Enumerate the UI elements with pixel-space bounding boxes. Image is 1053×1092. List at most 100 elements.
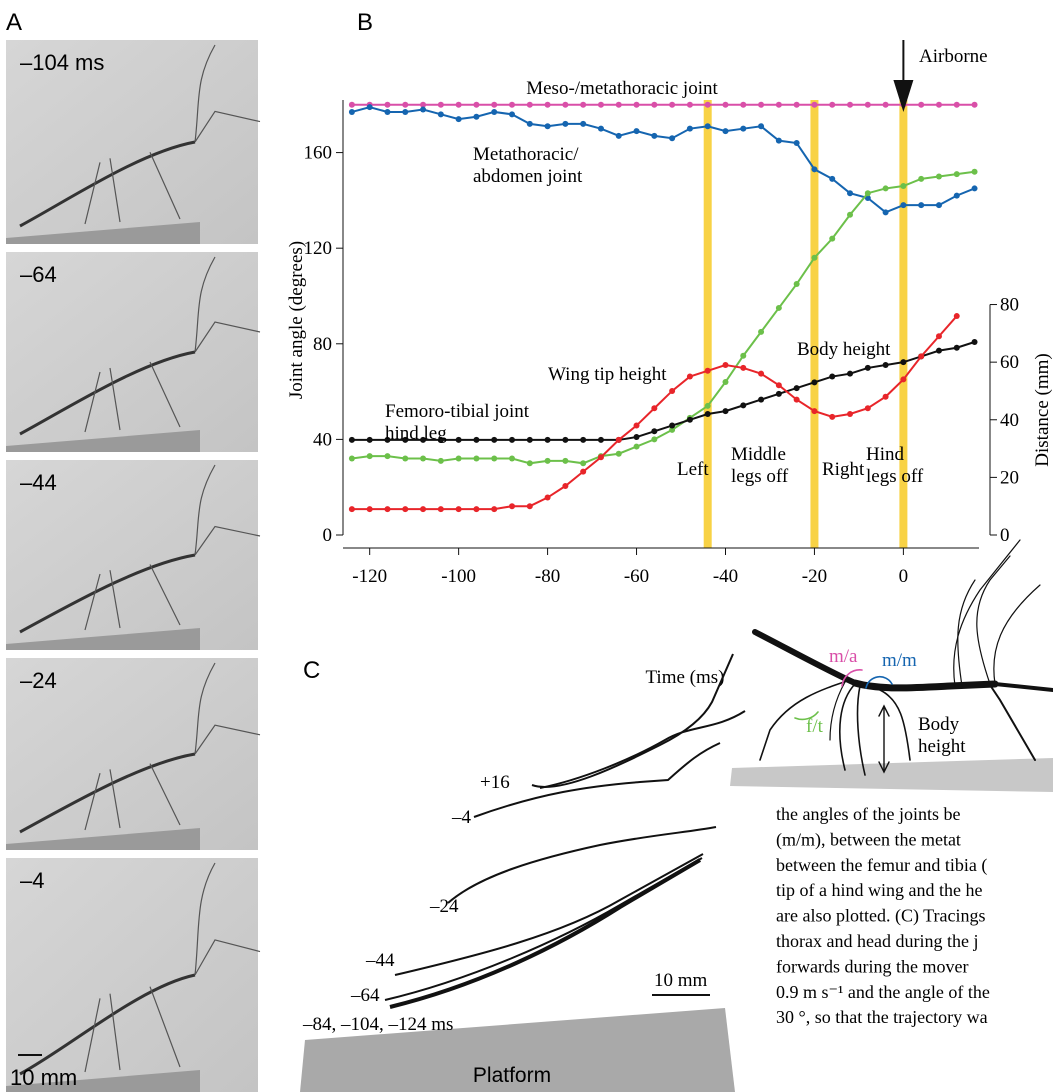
angle-label: m/m <box>882 650 917 671</box>
height-label: Bodyheight <box>918 714 966 757</box>
point <box>758 371 764 377</box>
caption-line: the angles of the joints be <box>776 804 960 824</box>
point <box>918 102 924 108</box>
panel-letter: B <box>357 9 373 36</box>
point <box>420 506 426 512</box>
point <box>847 190 853 196</box>
point <box>687 374 693 380</box>
point <box>598 437 604 443</box>
point <box>883 394 889 400</box>
point <box>900 359 906 365</box>
point <box>776 138 782 144</box>
point <box>438 506 444 512</box>
point <box>491 102 497 108</box>
point <box>705 403 711 409</box>
x-tick-label: -100 <box>441 566 476 587</box>
point <box>580 121 586 127</box>
tracing-panel: +16 –4 –24 –44 –64 –84, –104, –124 ms 10… <box>300 654 745 1092</box>
point <box>456 506 462 512</box>
x-tick-label: -80 <box>535 566 560 587</box>
point <box>918 353 924 359</box>
caption-line: 30 °, so that the trajectory wa <box>776 1007 988 1027</box>
point <box>384 453 390 459</box>
point <box>349 109 355 115</box>
point <box>972 339 978 345</box>
point <box>580 460 586 466</box>
point <box>811 408 817 414</box>
event-bar <box>704 100 712 548</box>
panel-letter: C <box>303 657 320 684</box>
point <box>811 102 817 108</box>
point <box>367 453 373 459</box>
point <box>847 371 853 377</box>
scale-label: 10 mm <box>654 970 708 991</box>
caption-line: forwards during the mover <box>776 956 968 976</box>
point <box>491 437 497 443</box>
photo <box>6 858 258 1092</box>
y-tick-label: 120 <box>304 238 333 259</box>
point <box>598 102 604 108</box>
point <box>473 437 479 443</box>
point <box>776 382 782 388</box>
series-label: Meso-/metathoracic joint <box>526 78 718 99</box>
caption-line: thorax and head during the j <box>776 931 978 951</box>
figure: A B C –104 ms–64–44–24–410 mm 0408012016… <box>0 0 1053 1092</box>
caption-line: 0.9 m s⁻¹ and the angle of the <box>776 982 990 1002</box>
point <box>722 379 728 385</box>
point <box>509 437 515 443</box>
point <box>580 102 586 108</box>
point <box>473 456 479 462</box>
point <box>367 104 373 110</box>
point <box>349 102 355 108</box>
x-axis-label: Time (ms) <box>645 667 724 688</box>
point <box>562 458 568 464</box>
annotation: Right <box>822 459 865 480</box>
point <box>349 437 355 443</box>
point <box>509 102 515 108</box>
point <box>865 405 871 411</box>
point <box>865 190 871 196</box>
point <box>491 456 497 462</box>
point <box>829 374 835 380</box>
point <box>705 368 711 374</box>
trace-label: +16 <box>480 772 510 793</box>
point <box>794 281 800 287</box>
point <box>580 469 586 475</box>
point <box>972 185 978 191</box>
point <box>651 405 657 411</box>
photo-label: –4 <box>20 868 44 893</box>
point <box>545 437 551 443</box>
point <box>402 109 408 115</box>
y2-tick-label: 40 <box>1000 410 1019 431</box>
point <box>651 428 657 434</box>
point <box>651 436 657 442</box>
series-label: Body height <box>797 339 891 360</box>
point <box>865 102 871 108</box>
y-axis-label: Joint angle (degrees) <box>286 241 307 399</box>
point <box>669 388 675 394</box>
scale-label: 10 mm <box>10 1065 77 1090</box>
caption-line: tip of a hind wing and the he <box>776 880 982 900</box>
series-label: Wing tip height <box>548 364 667 385</box>
point <box>456 116 462 122</box>
point <box>883 102 889 108</box>
point <box>367 437 373 443</box>
point <box>936 102 942 108</box>
point <box>954 193 960 199</box>
point <box>367 506 373 512</box>
point <box>829 176 835 182</box>
point <box>811 255 817 261</box>
point <box>473 102 479 108</box>
point <box>794 397 800 403</box>
point <box>776 305 782 311</box>
point <box>705 123 711 129</box>
point <box>936 348 942 354</box>
point <box>705 411 711 417</box>
point <box>420 107 426 113</box>
photo-label: –104 ms <box>20 50 104 75</box>
point <box>545 123 551 129</box>
point <box>900 376 906 382</box>
point <box>829 414 835 420</box>
point <box>634 434 640 440</box>
